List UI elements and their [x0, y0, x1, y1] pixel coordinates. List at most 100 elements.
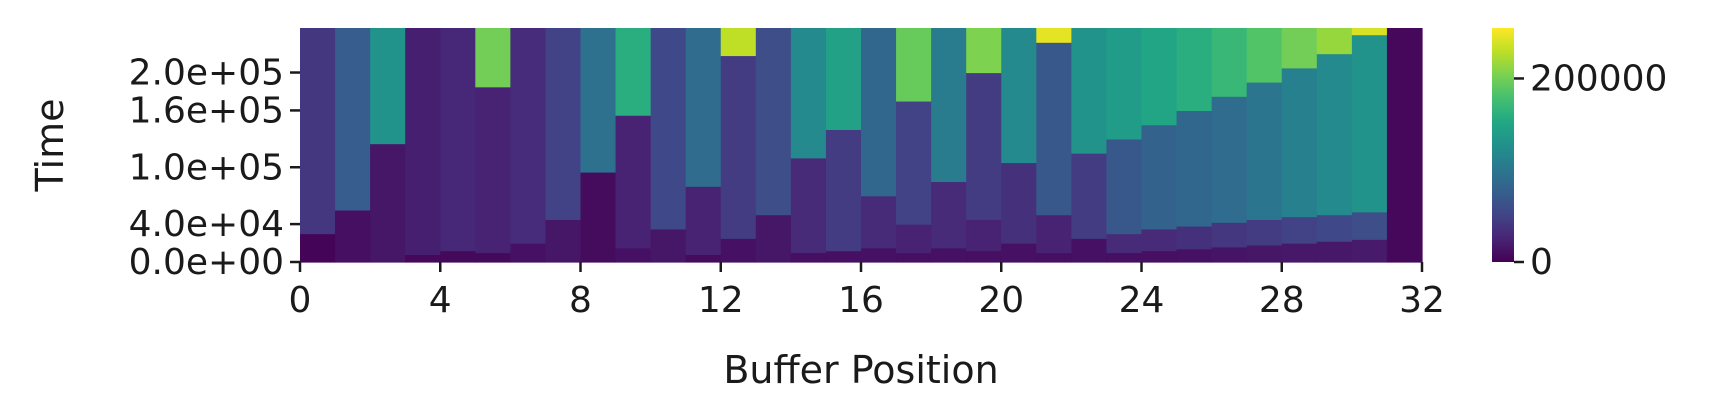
heatmap-cell [896, 224, 932, 254]
heatmap-cell [720, 28, 757, 57]
heatmap-cell [1106, 233, 1143, 254]
heatmap-cell [615, 115, 652, 249]
heatmap-cell [545, 219, 582, 263]
heatmap-cell [790, 28, 827, 159]
heatmap-cell [1246, 82, 1283, 220]
heatmap-cell [475, 86, 511, 254]
heatmap-cell [720, 238, 757, 263]
heatmap-cell [720, 55, 757, 239]
heatmap-cells [300, 28, 1423, 263]
heatmap-cell [615, 247, 652, 263]
heatmap-cell [1106, 252, 1143, 263]
heatmap-cell [1106, 138, 1143, 235]
heatmap-cell [370, 143, 406, 263]
heatmap-cell [1316, 28, 1353, 55]
heatmap-cell [755, 28, 792, 216]
heatmap-cell [1106, 28, 1143, 140]
heatmap-cell [1036, 42, 1072, 216]
x-tick-label: 8 [569, 280, 592, 321]
heatmap-cell [1001, 162, 1037, 244]
heatmap-cell [475, 28, 511, 88]
heatmap-cell [300, 28, 336, 235]
heatmap-cell [1316, 241, 1353, 263]
y-tick-label: 1.0e+05 [129, 147, 284, 188]
heatmap-cell [1281, 243, 1318, 263]
heatmap-cell [1001, 243, 1037, 263]
heatmap-cell [896, 28, 932, 102]
y-tick-label: 1.6e+05 [129, 90, 284, 131]
x-tick-label: 28 [1259, 280, 1305, 321]
colorbar-tick-label: 0 [1530, 242, 1553, 283]
heatmap-cell [825, 129, 862, 252]
heatmap-cell [1211, 96, 1248, 223]
heatmap-cell [615, 28, 652, 116]
heatmap-cell [370, 28, 406, 145]
x-tick-label: 24 [1119, 280, 1165, 321]
heatmap-cell [896, 100, 932, 225]
heatmap-cell [825, 250, 862, 263]
x-axis-label: Buffer Position [723, 348, 998, 392]
heatmap-cell [1176, 226, 1213, 250]
y-tick-label: 4.0e+04 [129, 204, 284, 245]
heatmap-cell [790, 157, 827, 254]
heatmap-cell [825, 28, 862, 130]
heatmap-cell [1211, 246, 1248, 263]
heatmap-cell [1176, 28, 1213, 112]
x-tick-label: 32 [1399, 280, 1445, 321]
heatmap-cell [1211, 222, 1248, 248]
heatmap-cell [300, 233, 336, 263]
heatmap-cell [1141, 228, 1178, 252]
y-axis: 0.0e+004.0e+04 1.0e+05 1.6e+052.0e+05 [129, 53, 300, 283]
heatmap-cell [1281, 28, 1318, 69]
heatmap-cell [1001, 28, 1037, 164]
heatmap-cell [1246, 28, 1283, 83]
heatmap-cell [1036, 252, 1072, 263]
heatmap-cell [440, 28, 476, 252]
heatmap-cell [1246, 244, 1283, 263]
heatmap-cell [1176, 248, 1213, 263]
heatmap-cell [440, 250, 476, 263]
x-tick-label: 20 [978, 280, 1024, 321]
heatmap-cell [475, 252, 511, 263]
heatmap-cell [931, 247, 967, 263]
heatmap-cell [1141, 124, 1178, 230]
heatmap-cell [966, 72, 1002, 220]
heatmap-cell [966, 250, 1002, 263]
heatmap-cell [545, 28, 582, 220]
heatmap-cell [1036, 214, 1072, 254]
heatmap-cell [685, 186, 722, 256]
heatmap-cell [580, 28, 617, 173]
x-tick-label: 0 [289, 280, 312, 321]
heatmap-cell [861, 247, 897, 263]
x-tick-label: 16 [838, 280, 884, 321]
heatmap-cell [790, 252, 827, 263]
heatmap-cell [1071, 28, 1108, 154]
heatmap-cell [1386, 28, 1423, 263]
heatmap-cell [510, 243, 547, 263]
colorbar-gradient [1492, 28, 1514, 262]
heatmap-cell [931, 181, 967, 249]
heatmap-cell [1316, 53, 1353, 216]
heatmap-cell [896, 252, 932, 263]
heatmap-cell [861, 195, 897, 249]
heatmap-cell [510, 28, 547, 244]
heatmap-cell [1351, 34, 1388, 213]
heatmap-cell [1071, 238, 1108, 263]
heatmap-cell [1281, 67, 1318, 218]
heatmap-cell [966, 219, 1002, 252]
x-axis: 0 4 8 12 16 20 24 28 32 [289, 262, 1445, 321]
heatmap-cell [1246, 219, 1283, 246]
heatmap-cell [335, 209, 371, 263]
heatmap-cell [966, 28, 1002, 74]
heatmap-cell [1351, 28, 1388, 36]
heatmap-cell [1036, 28, 1072, 43]
heatmap-cell [1176, 110, 1213, 227]
colorbar-tick-label: 200000 [1530, 58, 1667, 99]
y-axis-label: Time [28, 99, 72, 193]
heatmap-cell [405, 28, 441, 256]
heatmap-cell [580, 172, 617, 263]
y-tick-label: 2.0e+05 [129, 53, 284, 94]
heatmap-cell [650, 28, 687, 230]
